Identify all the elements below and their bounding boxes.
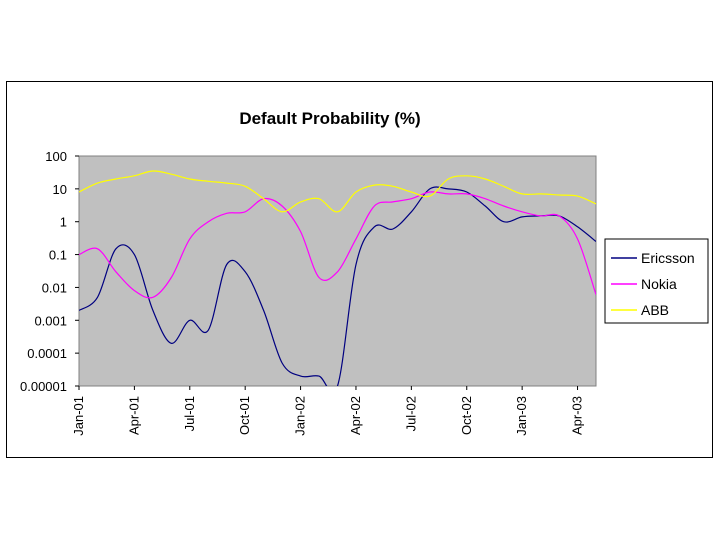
x-tick-label: Jul-02 [403,396,418,431]
legend-label-abb: ABB [641,302,669,318]
x-tick-label: Apr-03 [570,396,585,435]
legend: Ericsson Nokia ABB [604,238,709,324]
series-line-ericsson [79,186,596,386]
x-tick-label: Jan-01 [71,396,86,436]
x-tick-label: Jul-01 [182,396,197,431]
y-tick-label: 0.01 [42,280,67,295]
y-tick-label: 10 [53,182,67,197]
y-tick-label: 0.00001 [20,379,67,394]
legend-box [604,238,709,324]
y-axis: 100 10 1 0.1 0.01 0.001 0.0001 0.00001 [20,149,79,394]
x-tick-label: Apr-02 [348,396,363,435]
x-tick-label: Jan-03 [514,396,529,436]
chart-frame: Default Probability (%) 100 10 1 0.1 0.01 0.0… [6,81,713,458]
y-tick-label: 0.1 [49,248,67,263]
series-line-nokia [79,191,596,299]
y-tick-label: 0.0001 [27,346,67,361]
y-tick-label: 0.001 [34,313,67,328]
x-tick-label: Jan-02 [293,396,308,436]
y-tick-label: 1 [60,215,67,230]
x-tick-label: Oct-02 [459,396,474,435]
x-axis: Jan-01 Apr-01 Jul-01 Oct-01 Jan-02 Apr-02 Jul-… [71,386,585,436]
chart-title: Default Probability (%) [239,109,420,128]
y-tick-label: 100 [45,149,67,164]
x-tick-label: Apr-01 [126,396,141,435]
legend-label-nokia: Nokia [641,276,677,292]
x-tick-label: Oct-01 [237,396,252,435]
line-chart: Default Probability (%) 100 10 1 0.1 0.01 0.0… [20,109,709,436]
series-line-abb [79,170,596,213]
legend-label-ericsson: Ericsson [641,250,695,266]
series-lines [79,170,596,386]
